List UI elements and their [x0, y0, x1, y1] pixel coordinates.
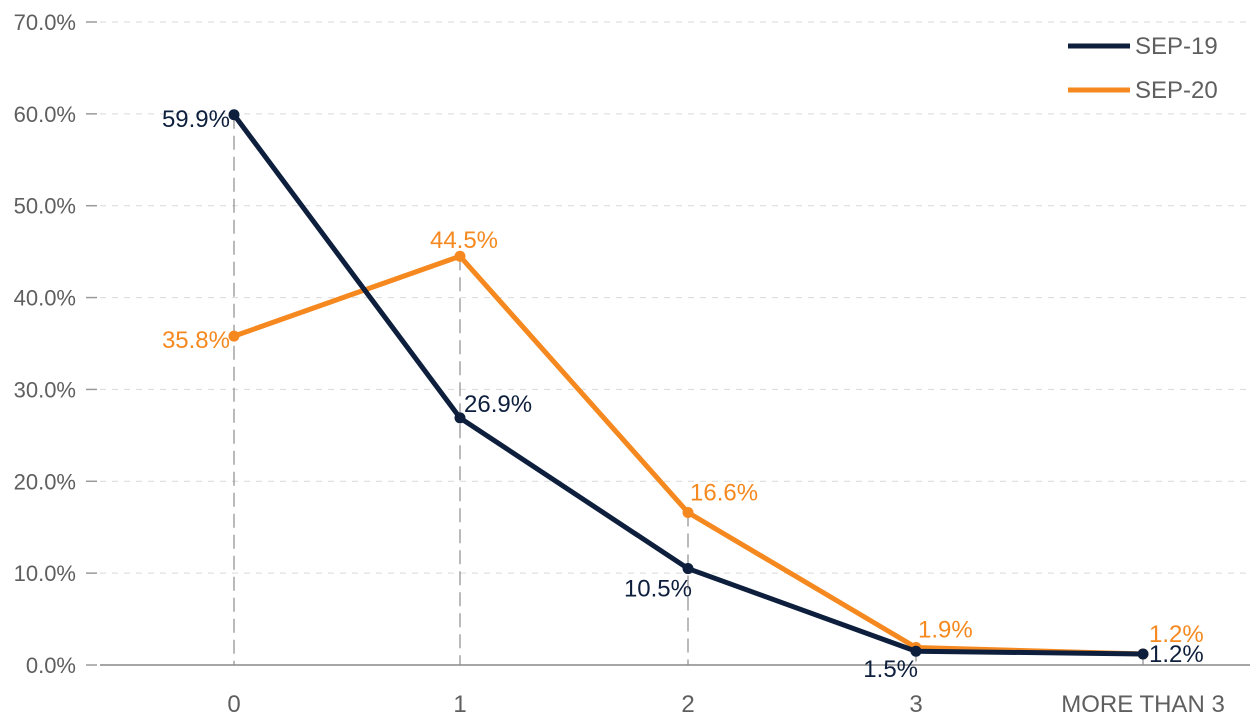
y-tick-label: 0.0%	[26, 653, 76, 678]
data-point	[1137, 648, 1149, 660]
data-label: 26.9%	[464, 391, 532, 418]
y-tick-label: 40.0%	[14, 286, 76, 311]
data-label: 1.2%	[1149, 641, 1204, 668]
drop-lines	[233, 114, 1144, 665]
data-label: 35.8%	[162, 327, 230, 354]
data-label: 1.9%	[918, 617, 973, 644]
data-label: 44.5%	[430, 227, 498, 254]
data-label: 16.6%	[690, 480, 758, 507]
x-tick-label: 3	[909, 691, 922, 718]
data-point	[228, 330, 240, 342]
x-tick-label: 0	[227, 691, 240, 718]
data-point	[228, 109, 240, 121]
legend-label: SEP-19	[1135, 33, 1218, 60]
legend: SEP-19 SEP-20	[1068, 33, 1218, 104]
y-tick-label: 10.0%	[14, 561, 76, 586]
legend-label: SEP-20	[1135, 77, 1218, 104]
data-point	[454, 250, 466, 262]
data-label: 59.9%	[162, 106, 230, 133]
data-point	[682, 507, 694, 519]
y-tick-label: 20.0%	[14, 469, 76, 494]
x-tick-label: 1	[453, 691, 466, 718]
data-label: 10.5%	[624, 576, 692, 603]
data-point	[454, 412, 466, 424]
data-labels-layer: 59.9% 26.9% 10.5% 1.5% 1.2% 35.8% 44.5% 16.6% 1.…	[162, 106, 1204, 683]
data-label: 1.5%	[863, 656, 918, 683]
y-tick-label: 30.0%	[14, 377, 76, 402]
gridlines	[100, 21, 1250, 574]
data-label: 1.2%	[1149, 621, 1204, 648]
data-point	[910, 645, 922, 657]
y-tick-label: 60.0%	[14, 102, 76, 127]
y-tick-label: 70.0%	[14, 10, 76, 35]
x-axis: 0 1 2 3 MORE THAN 3	[100, 664, 1250, 718]
data-point	[682, 563, 694, 575]
x-tick-label: 2	[681, 691, 694, 718]
y-tick-label: 50.0%	[14, 194, 76, 219]
y-axis: 0.0% 10.0% 20.0% 30.0% 40.0% 50.0% 60.0% 70.0%	[14, 10, 97, 678]
series-layer	[228, 109, 1149, 660]
x-tick-label: MORE THAN 3	[1061, 691, 1225, 718]
